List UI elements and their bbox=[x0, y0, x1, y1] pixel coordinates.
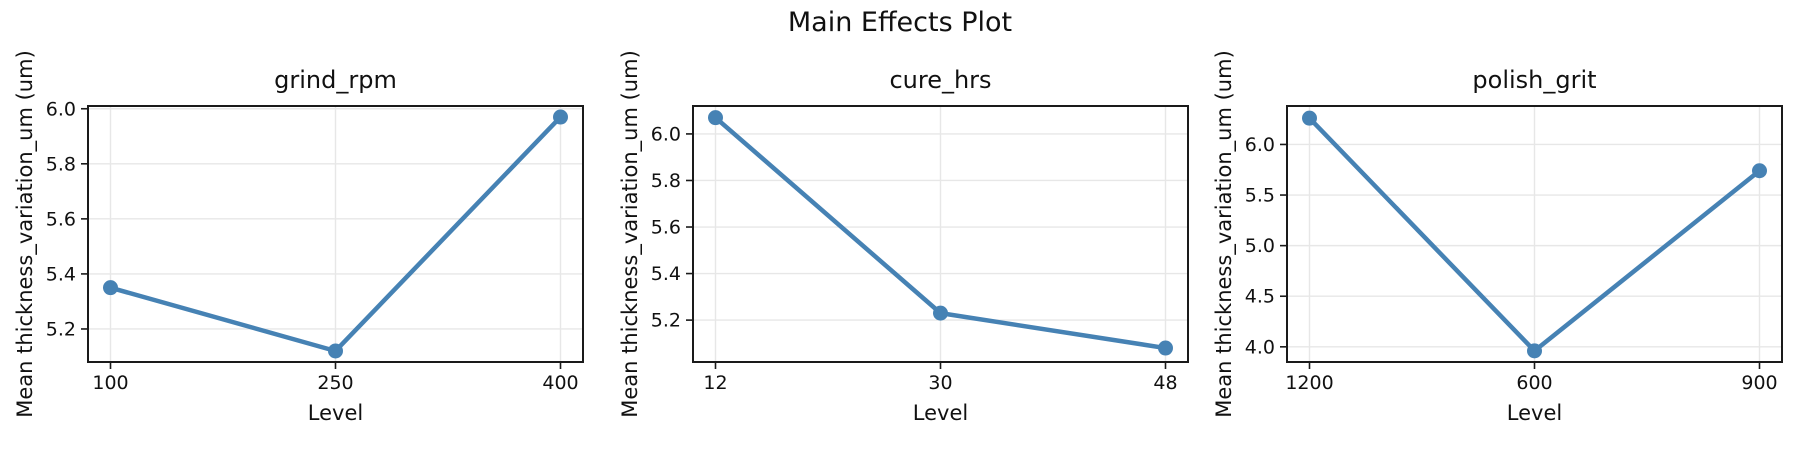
plot-area: 4.0 4.5 5.0 5.5 6.0 1200 600 900 bbox=[1245, 105, 1783, 394]
plot-frame bbox=[692, 105, 1189, 363]
x-tick-label: 1200 bbox=[1285, 372, 1333, 394]
data-point-marker bbox=[1527, 343, 1542, 359]
x-tick-label: 30 bbox=[928, 372, 952, 394]
plot-frame bbox=[1286, 105, 1783, 363]
plot-frame bbox=[87, 105, 584, 363]
y-tick-label: 5.2 bbox=[46, 318, 76, 340]
figure-suptitle: Main Effects Plot bbox=[787, 7, 1013, 38]
y-tick-label: 5.5 bbox=[1245, 185, 1275, 207]
y-tick-label: 5.0 bbox=[1245, 235, 1275, 257]
subplot-polish-grit: polish_grit Mean thickness_variation_um … bbox=[1212, 0, 1800, 450]
y-tick-label: 4.0 bbox=[1245, 336, 1275, 358]
y-tick-label: 6.0 bbox=[46, 98, 76, 120]
subplot-cure-hrs: cure_hrs Mean thickness_variation_um (um… bbox=[618, 0, 1223, 450]
y-tick-label: 5.8 bbox=[46, 153, 76, 175]
x-axis-label: Level bbox=[307, 401, 364, 425]
subplot-grind-rpm: grind_rpm Mean thickness_variation_um (u… bbox=[13, 0, 618, 450]
x-axis-label: Level bbox=[1506, 401, 1563, 425]
y-tick-label: 5.4 bbox=[46, 263, 76, 285]
x-tick-label: 48 bbox=[1153, 372, 1177, 394]
data-point-marker bbox=[553, 109, 568, 125]
data-point-marker bbox=[933, 305, 948, 321]
data-point-marker bbox=[1302, 110, 1317, 126]
data-point-marker bbox=[1158, 340, 1173, 356]
subplot-title: grind_rpm bbox=[274, 66, 397, 94]
x-tick-label: 12 bbox=[703, 372, 727, 394]
data-point-marker bbox=[1752, 163, 1767, 179]
x-tick-label: 600 bbox=[1516, 372, 1552, 394]
subplot-title: cure_hrs bbox=[889, 66, 992, 94]
y-tick-label: 5.4 bbox=[651, 263, 681, 285]
plot-area: 5.2 5.4 5.6 5.8 6.0 100 250 400 bbox=[46, 98, 584, 394]
x-tick-label: 100 bbox=[92, 372, 128, 394]
subplot-title: polish_grit bbox=[1472, 66, 1597, 94]
y-tick-label: 5.8 bbox=[651, 170, 681, 192]
y-tick-label: 5.2 bbox=[651, 310, 681, 332]
data-point-marker bbox=[328, 343, 343, 359]
x-tick-label: 400 bbox=[542, 372, 578, 394]
y-tick-label: 5.6 bbox=[651, 217, 681, 239]
x-tick-label: 250 bbox=[317, 372, 353, 394]
y-tick-label: 5.6 bbox=[46, 208, 76, 230]
x-axis-label: Level bbox=[912, 401, 969, 425]
plot-area: 5.2 5.4 5.6 5.8 6.0 12 30 48 bbox=[651, 105, 1189, 394]
y-tick-label: 6.0 bbox=[651, 123, 681, 145]
y-tick-label: 4.5 bbox=[1245, 286, 1275, 308]
data-point-marker bbox=[708, 110, 723, 126]
y-tick-label: 6.0 bbox=[1245, 134, 1275, 156]
x-tick-label: 900 bbox=[1741, 372, 1777, 394]
data-point-marker bbox=[103, 280, 118, 296]
